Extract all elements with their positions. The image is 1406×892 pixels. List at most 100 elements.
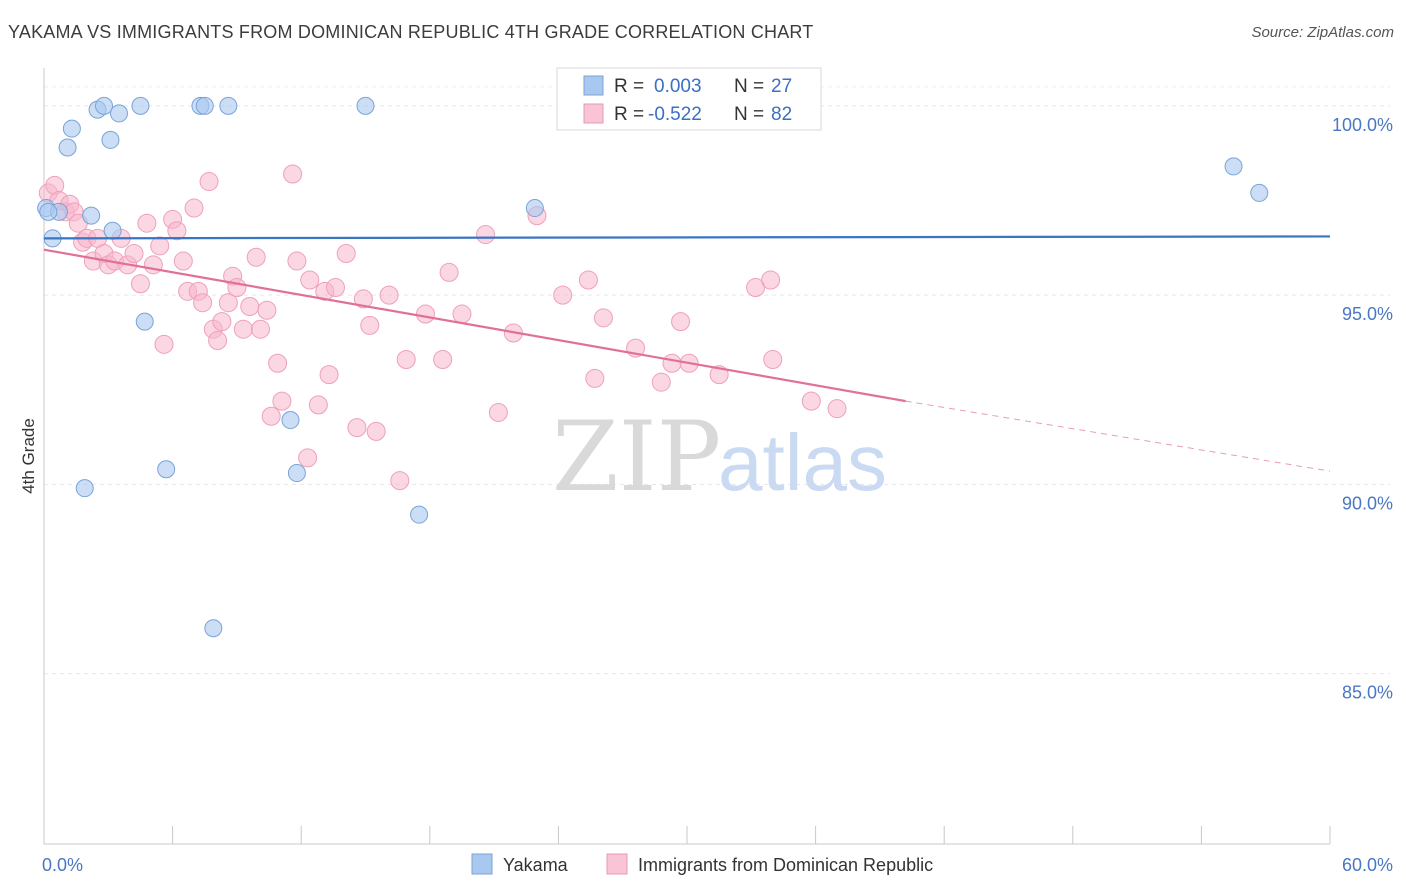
yakama-point xyxy=(58,138,77,157)
yakama-point xyxy=(195,96,214,115)
dominican-point xyxy=(199,172,219,192)
yakama-point xyxy=(1224,157,1243,176)
dominican-point xyxy=(212,312,232,332)
stats-r-value-dominican: -0.522 xyxy=(648,104,702,125)
yakama-points xyxy=(37,96,1269,638)
yakama-point xyxy=(131,96,150,115)
dominican-point xyxy=(319,365,339,385)
yakama-point xyxy=(219,96,238,115)
dominican-point xyxy=(300,270,320,290)
trend-lines xyxy=(43,235,1331,472)
dominican-point xyxy=(143,255,163,275)
x-tick-labels: 0.0% 60.0% xyxy=(42,855,1393,875)
stats-legend: R = 0.003 N = 27 R = -0.522 N = 82 xyxy=(556,67,822,131)
dominican-point xyxy=(130,274,150,294)
stats-r-value-yakama: 0.003 xyxy=(654,76,702,97)
yakama-point xyxy=(39,202,58,221)
stats-swatch-dominican xyxy=(583,103,604,124)
dominican-point xyxy=(433,349,453,369)
grid-lines xyxy=(43,86,1390,844)
dominican-point xyxy=(390,471,410,491)
chart-title: YAKAMA VS IMMIGRANTS FROM DOMINICAN REPU… xyxy=(8,22,814,42)
dominican-point xyxy=(124,243,144,263)
dominican-point xyxy=(233,319,253,339)
dominican-point xyxy=(184,198,204,218)
dominican-point xyxy=(250,319,270,339)
dominican-point xyxy=(578,270,598,290)
dominican-point xyxy=(651,372,671,392)
stats-n-label-yakama: N = xyxy=(734,76,764,97)
dominican-point xyxy=(298,448,318,468)
y-tick-label: 100.0% xyxy=(1332,115,1393,135)
dominican-point xyxy=(439,262,459,282)
yakama-point xyxy=(110,104,129,123)
dominican-point xyxy=(801,391,821,411)
legend-swatch-yakama xyxy=(471,853,493,875)
dominican-point xyxy=(488,402,508,422)
dominican-point xyxy=(662,353,682,373)
y-axis-label: 4th Grade xyxy=(19,418,38,494)
dominican-point xyxy=(360,315,380,335)
dominican-point xyxy=(746,278,766,298)
watermark-atlas: atlas xyxy=(718,418,887,507)
stats-r-label-dominican: R = xyxy=(614,104,644,125)
yakama-point xyxy=(157,460,176,479)
x-tick-label-max: 60.0% xyxy=(1342,855,1393,875)
dominican-point xyxy=(227,278,247,298)
dominican-point xyxy=(416,304,436,324)
x-tick-label-min: 0.0% xyxy=(42,855,83,875)
yakama-point xyxy=(135,312,154,331)
dominican-trend-extension xyxy=(905,400,1331,472)
dominican-point xyxy=(287,251,307,271)
yakama-point xyxy=(281,411,300,430)
y-tick-label: 95.0% xyxy=(1342,304,1393,324)
dominican-trend-line xyxy=(43,248,906,403)
dominican-point xyxy=(379,285,399,305)
yakama-point xyxy=(82,206,101,225)
dominican-point xyxy=(476,225,496,245)
dominican-point xyxy=(150,236,170,256)
dominican-point xyxy=(325,278,345,298)
yakama-point xyxy=(204,619,223,638)
yakama-point xyxy=(410,505,429,524)
dominican-point xyxy=(366,421,386,441)
stats-r-label-yakama: R = xyxy=(614,76,644,97)
yakama-point xyxy=(101,130,120,149)
dominican-point xyxy=(671,312,691,332)
dominican-point xyxy=(336,243,356,263)
dominican-point xyxy=(593,308,613,328)
y-tick-labels: 85.0% 90.0% 95.0% 100.0% xyxy=(1332,115,1393,703)
dominican-point xyxy=(763,349,783,369)
yakama-point xyxy=(95,96,114,115)
dominican-point xyxy=(167,221,187,241)
y-tick-label: 90.0% xyxy=(1342,493,1393,513)
dominican-point xyxy=(452,304,472,324)
legend-label-dominican: Immigrants from Dominican Republic xyxy=(638,855,933,875)
dominican-point xyxy=(553,285,573,305)
dominican-point xyxy=(261,406,281,426)
dominican-point xyxy=(193,293,213,313)
dominican-point xyxy=(173,251,193,271)
y-tick-label: 85.0% xyxy=(1342,683,1393,703)
yakama-point xyxy=(75,479,94,498)
legend-label-yakama: Yakama xyxy=(503,855,569,875)
yakama-trend-line xyxy=(43,235,1331,240)
stats-n-value-dominican: 82 xyxy=(771,104,792,125)
yakama-point xyxy=(62,119,81,138)
dominican-point xyxy=(347,418,367,438)
dominican-point xyxy=(353,289,373,309)
dominican-point xyxy=(308,395,328,415)
yakama-point xyxy=(356,96,375,115)
dominican-point xyxy=(272,391,292,411)
dominican-point xyxy=(137,213,157,233)
dominican-point xyxy=(396,349,416,369)
dominican-point xyxy=(585,368,605,388)
dominican-point xyxy=(761,270,781,290)
watermark-zip: ZIP xyxy=(552,401,721,513)
dominican-point xyxy=(154,334,174,354)
series-legend: Yakama Immigrants from Dominican Republi… xyxy=(471,853,933,875)
chart-source: Source: ZipAtlas.com xyxy=(1251,24,1394,41)
watermark: ZIP atlas xyxy=(552,401,887,513)
dominican-point xyxy=(218,293,238,313)
stats-n-label-dominican: N = xyxy=(734,104,764,125)
